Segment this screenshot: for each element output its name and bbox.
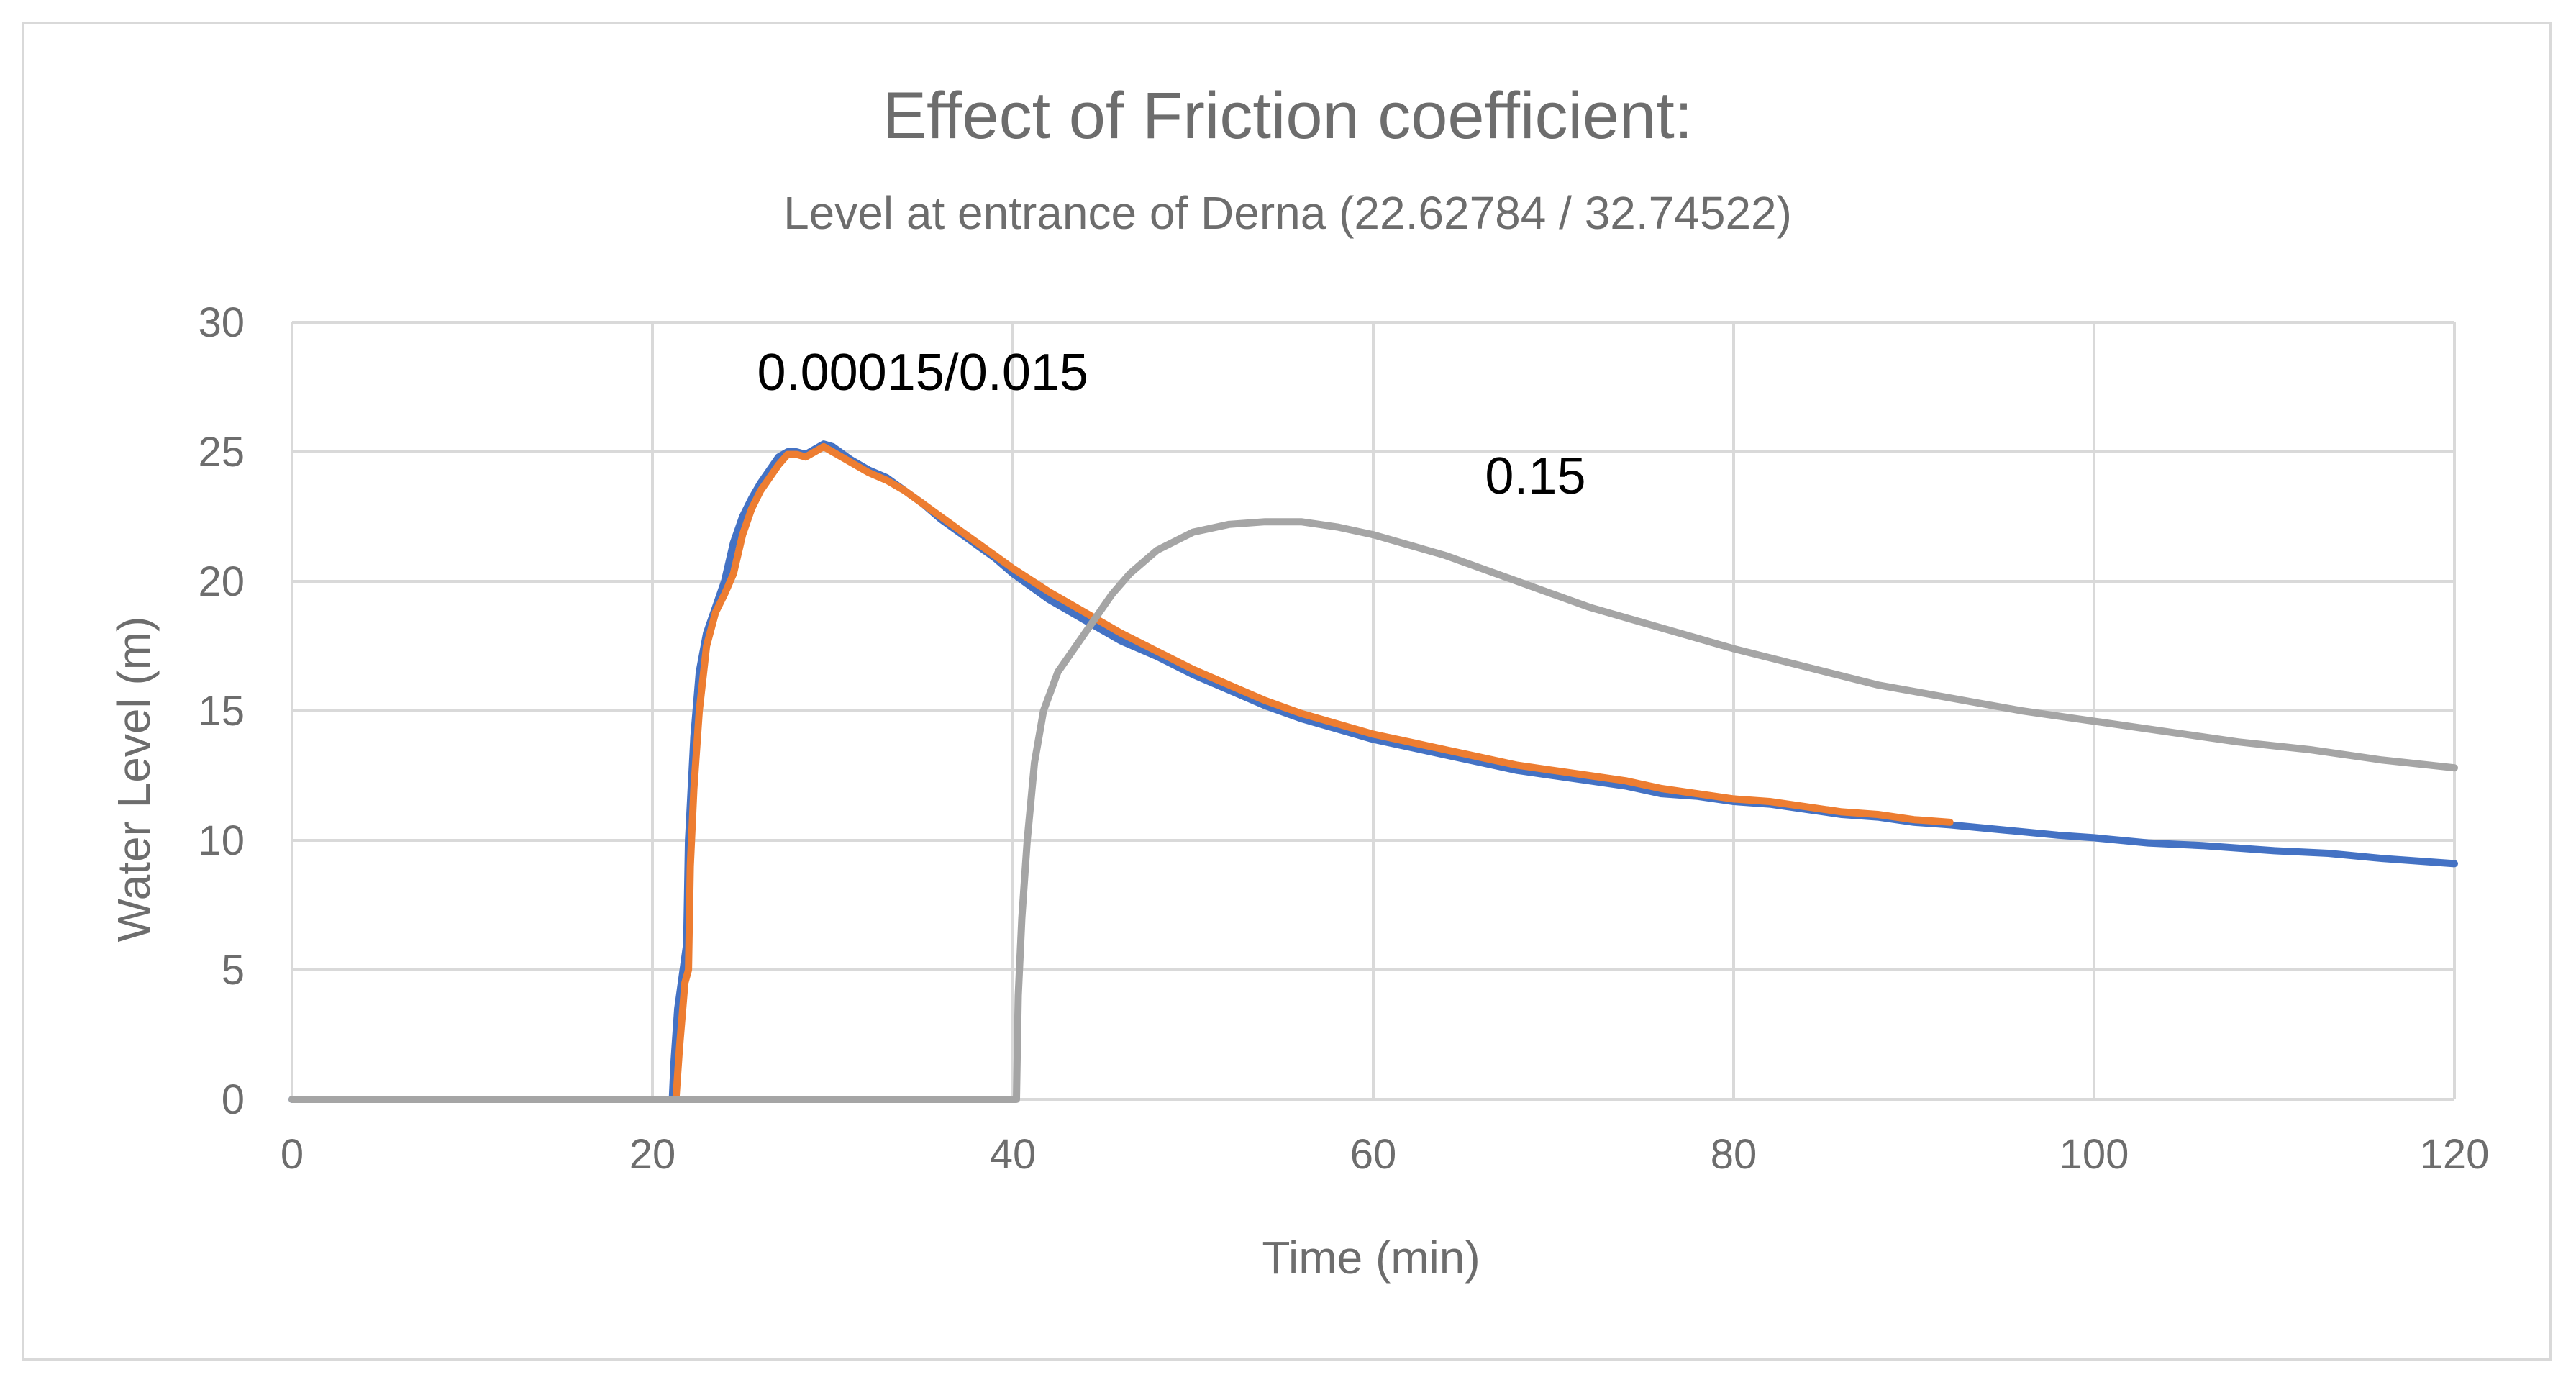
y-tick-label: 25 (198, 429, 245, 476)
series-line-2 (672, 442, 1954, 1103)
chart-subtitle: Level at entrance of Derna (22.62784 / 3… (783, 187, 1792, 239)
chart-frame (22, 22, 2552, 1361)
annotation-label-1: 0.00015/0.015 (757, 344, 1088, 401)
x-axis-label: Time (min) (1262, 1232, 1480, 1284)
y-tick-label: 15 (198, 688, 245, 735)
chart-title: Effect of Friction coefficient: (883, 79, 1693, 153)
x-tick-label: 100 (2060, 1131, 2129, 1178)
series-line-3 (288, 518, 2458, 1103)
x-tick-label: 120 (2420, 1131, 2490, 1178)
tick-labels: 0 20 40 60 80 100 120 0 5 10 15 20 25 30 (198, 299, 2489, 1178)
annotations: 0.00015/0.015 0.15 (757, 344, 1586, 505)
series-layer (288, 440, 2458, 1103)
x-tick-label: 60 (1350, 1131, 1397, 1178)
x-tick-label: 20 (629, 1131, 676, 1178)
y-tick-label: 5 (222, 947, 245, 994)
y-tick-label: 0 (222, 1076, 245, 1123)
y-tick-label: 20 (198, 558, 245, 605)
x-tick-label: 40 (990, 1131, 1037, 1178)
grid-lines (292, 321, 2456, 1099)
x-tick-label: 80 (1711, 1131, 1757, 1178)
y-tick-label: 30 (198, 299, 245, 346)
annotation-label-2: 0.15 (1485, 448, 1585, 505)
y-axis-label: Water Level (m) (108, 617, 160, 943)
x-tick-label: 0 (281, 1131, 304, 1178)
y-tick-label: 10 (198, 817, 245, 864)
